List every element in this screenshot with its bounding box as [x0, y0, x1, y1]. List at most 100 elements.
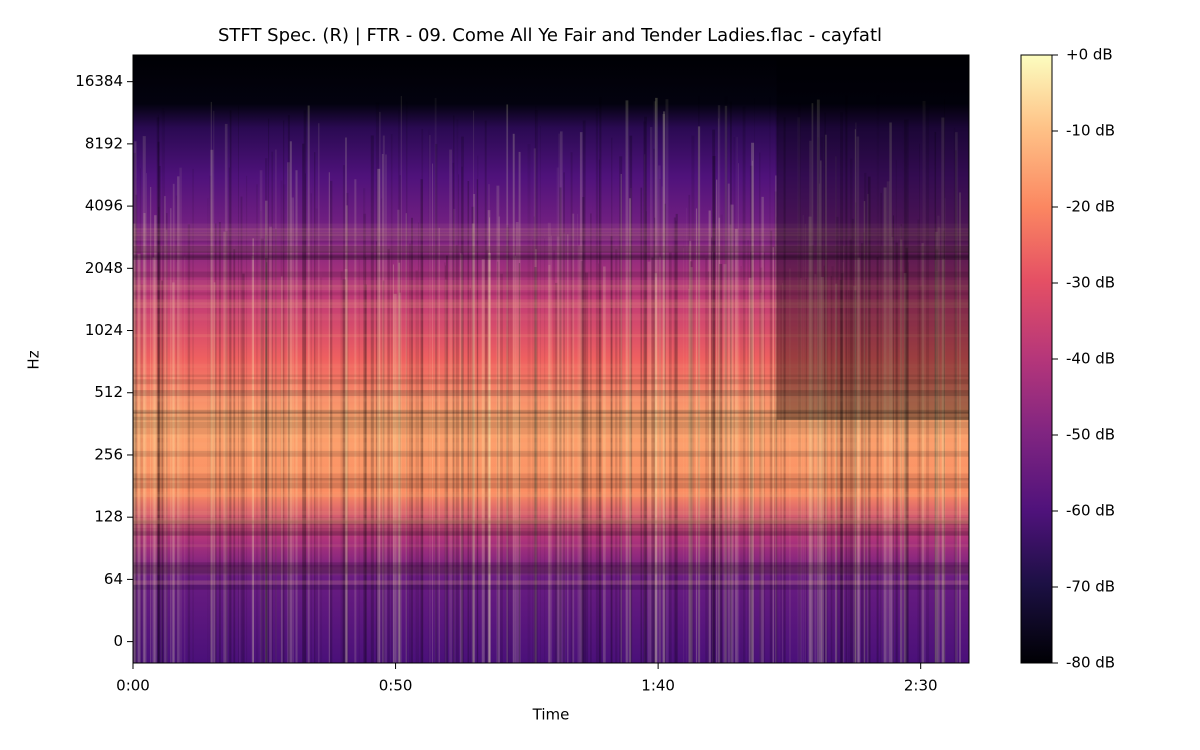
- spectrogram-texture-stripe: [354, 179, 357, 663]
- spectrogram-texture-stripe: [534, 267, 537, 663]
- spectrogram-texture-stripe: [268, 118, 270, 663]
- spectrogram-texture-stripe: [926, 106, 930, 663]
- spectrogram-texture-stripe: [548, 237, 551, 663]
- spectrogram-texture-stripe: [811, 245, 814, 663]
- spectrogram-texture-stripe: [582, 120, 586, 663]
- spectrogram-texture-stripe: [698, 96, 700, 663]
- x-tick-label: 0:50: [379, 677, 413, 695]
- spectrogram-texture-stripe: [392, 264, 394, 663]
- spectrogram-texture-stripe: [271, 151, 274, 663]
- spectrogram-texture-stripe: [406, 101, 408, 663]
- spectrogram-texture-stripe: [184, 256, 186, 663]
- spectrogram-texture-stripe: [919, 143, 920, 663]
- spectrogram-texture-stripe: [805, 278, 807, 663]
- spectrogram-texture-stripe: [711, 280, 714, 663]
- spectrogram-texture-stripe: [953, 127, 956, 663]
- spectrogram-texture-stripe: [363, 188, 366, 663]
- spectrogram-texture-stripe: [533, 148, 536, 663]
- spectrogram-texture-stripe: [496, 185, 500, 663]
- spectrogram-texture-stripe: [382, 280, 385, 663]
- spectrogram-texture-stripe: [380, 198, 383, 663]
- spectrogram-texture-stripe: [506, 224, 509, 663]
- spectrogram-texture-stripe: [625, 100, 629, 663]
- spectrogram-texture-stripe: [417, 222, 420, 663]
- spectrogram-texture-stripe: [240, 196, 243, 663]
- spectrogram-texture-band: [133, 520, 969, 524]
- spectrogram-texture-stripe: [264, 258, 268, 663]
- spectrogram-texture-stripe: [855, 122, 857, 663]
- spectrogram-texture-stripe: [152, 257, 155, 663]
- spectrogram-texture-stripe: [256, 184, 258, 663]
- spectrogram-texture-stripe: [934, 259, 936, 663]
- spectrogram-texture-stripe: [275, 149, 277, 663]
- spectrogram-texture-stripe: [481, 259, 485, 663]
- spectrogram-texture-band: [133, 305, 969, 308]
- spectrogram-texture-stripe: [934, 131, 937, 663]
- spectrogram-texture-stripe: [471, 206, 475, 663]
- y-tick-label: 8192: [85, 134, 123, 152]
- spectrogram-texture-band: [133, 411, 969, 415]
- spectrogram-texture-stripe: [213, 283, 215, 663]
- spectrogram-texture-stripe: [434, 97, 437, 663]
- spectrogram-texture-stripe: [133, 223, 136, 663]
- spectrogram-texture-stripe: [275, 228, 277, 663]
- spectrogram-texture-stripe: [658, 165, 661, 663]
- spectrogram-texture-stripe: [718, 217, 721, 663]
- spectrogram-texture-stripe: [691, 135, 695, 663]
- spectrogram-texture-stripe: [688, 288, 690, 663]
- spectrogram-texture-stripe: [555, 282, 558, 663]
- spectrogram-texture-stripe: [134, 141, 137, 663]
- spectrogram-texture-band: [133, 254, 969, 260]
- spectrogram-texture-band: [133, 565, 969, 574]
- spectrogram-texture-band: [133, 299, 969, 305]
- spectrogram-texture-band: [133, 240, 969, 243]
- spectrogram-texture-stripe: [215, 223, 217, 663]
- spectrogram-texture-stripe: [689, 240, 692, 663]
- spectrogram-texture-stripe: [804, 223, 806, 663]
- spectrogram-texture-stripe: [935, 249, 939, 663]
- spectrogram-texture-stripe: [857, 257, 861, 663]
- spectrogram-texture-stripe: [686, 207, 688, 663]
- spectrogram-texture-stripe: [895, 242, 899, 663]
- spectrogram-texture-stripe: [598, 263, 599, 663]
- spectrogram-texture-stripe: [486, 249, 489, 663]
- spectrogram-texture-stripe: [724, 105, 728, 663]
- spectrogram-texture-stripe: [340, 271, 343, 663]
- spectrogram-texture-stripe: [935, 231, 938, 663]
- spectrogram-texture-stripe: [506, 104, 509, 663]
- spectrogram-texture-stripe: [398, 292, 401, 663]
- spectrogram-texture-stripe: [233, 249, 236, 663]
- spectrogram-texture-stripe: [282, 184, 286, 663]
- spectrogram-texture-stripe: [817, 137, 820, 663]
- spectrogram-texture-band: [133, 494, 969, 498]
- chart-title: STFT Spec. (R) | FTR - 09. Come All Ye F…: [218, 25, 882, 46]
- spectrogram-texture-stripe: [905, 247, 909, 663]
- spectrogram-texture-stripe: [662, 111, 666, 663]
- spectrogram-texture-stripe: [895, 159, 897, 663]
- spectrogram-texture-band: [133, 544, 969, 548]
- spectrogram-texture-stripe: [139, 168, 141, 663]
- spectrogram-texture-band: [133, 292, 969, 296]
- spectrogram-texture-stripe: [280, 180, 283, 663]
- spectrogram-texture-stripe: [759, 292, 762, 663]
- spectrogram-texture-stripe: [654, 217, 656, 663]
- spectrogram-texture-stripe: [428, 129, 430, 663]
- spectrogram-texture-band: [133, 584, 969, 590]
- spectrogram-texture-stripe: [690, 267, 693, 663]
- spectrogram-texture-stripe: [225, 231, 228, 663]
- spectrogram-texture-stripe: [959, 192, 961, 663]
- spectrogram-texture-stripe: [710, 237, 713, 663]
- spectrogram-texture-stripe: [729, 224, 732, 663]
- spectrogram-texture-stripe: [133, 152, 136, 663]
- spectrogram-texture-stripe: [397, 209, 400, 663]
- spectrogram-texture-stripe: [266, 262, 268, 663]
- spectrogram-texture-stripe: [724, 96, 728, 663]
- spectrogram-texture-stripe: [653, 148, 655, 663]
- spectrogram-texture-band: [133, 363, 969, 368]
- spectrogram-texture-stripe: [836, 216, 839, 663]
- spectrogram-texture-stripe: [776, 116, 777, 663]
- spectrogram-texture-stripe: [935, 271, 939, 663]
- spectrogram-texture-stripe: [154, 215, 157, 663]
- spectrogram-texture-stripe: [345, 137, 347, 663]
- spectrogram-texture-stripe: [432, 163, 433, 663]
